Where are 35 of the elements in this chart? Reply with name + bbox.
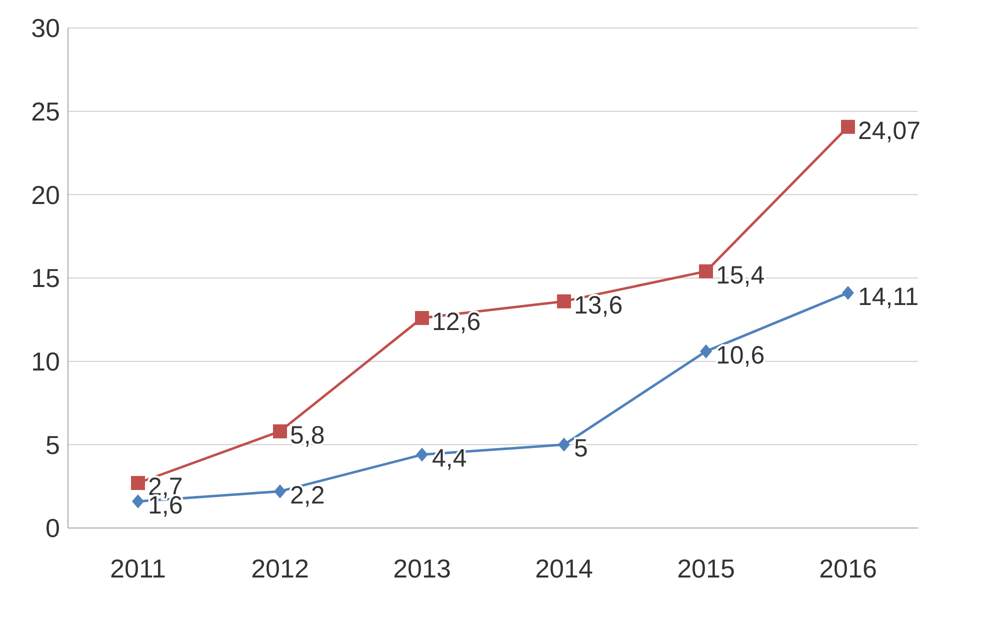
point	[558, 438, 570, 452]
point	[841, 120, 855, 134]
y-tick-label: 20	[31, 180, 60, 210]
point	[557, 294, 571, 308]
y-tick-label: 25	[31, 96, 60, 127]
point	[699, 264, 713, 278]
point	[132, 494, 144, 508]
y-tick-label: 10	[31, 346, 60, 377]
x-tick-label: 2016	[819, 553, 877, 584]
y-tick-label: 15	[31, 263, 60, 294]
x-tick-label: 2015	[677, 553, 735, 584]
x-tick-label: 2011	[110, 553, 166, 584]
data-label: 12,6	[432, 308, 481, 336]
data-label: 5,8	[290, 421, 325, 450]
data-label: 5	[574, 434, 588, 463]
point	[415, 311, 429, 325]
x-tick-label: 2012	[251, 553, 309, 584]
x-tick-label: 2013	[393, 553, 451, 584]
data-label: 13,6	[574, 291, 623, 320]
point	[131, 476, 145, 490]
data-label: 24,07	[858, 116, 921, 145]
y-tick-label: 5	[46, 430, 60, 460]
data-label: 10,6	[716, 341, 765, 370]
x-tick-label: 2014	[535, 553, 593, 584]
point	[416, 448, 428, 462]
point	[700, 344, 712, 358]
point	[274, 484, 286, 498]
y-tick-label: 0	[46, 513, 60, 544]
data-label: 4,4	[432, 444, 467, 473]
data-label: 2,2	[290, 481, 325, 510]
data-label: 15,4	[716, 261, 765, 290]
y-tick-label: 30	[31, 13, 60, 44]
data-label: 14,11	[858, 282, 919, 311]
point	[273, 424, 287, 438]
point	[842, 286, 854, 300]
